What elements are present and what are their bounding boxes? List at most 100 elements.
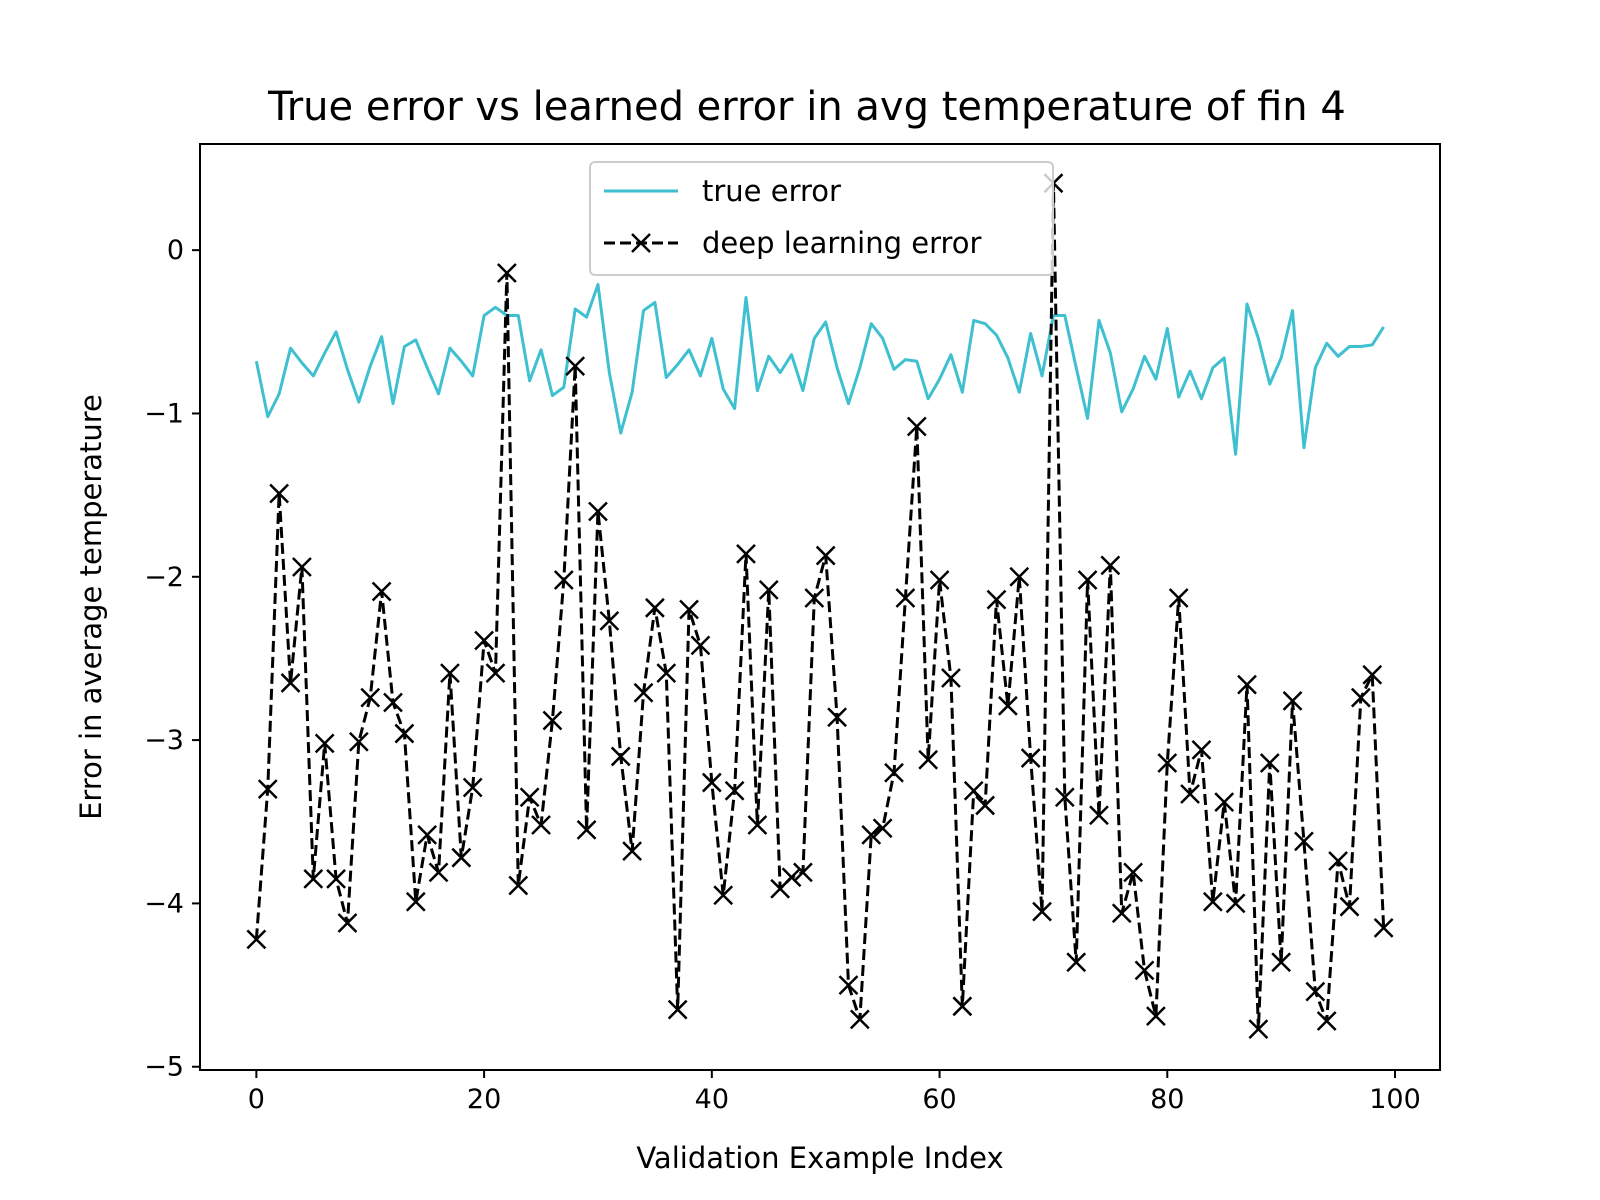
- series-line-true-error: [254, 282, 1385, 456]
- data-point: [1009, 566, 1030, 587]
- data-point: [1305, 981, 1326, 1002]
- data-point: [849, 1009, 870, 1030]
- legend: true error deep learning error: [589, 161, 1054, 276]
- data-point: [599, 610, 620, 631]
- data-point: [1328, 851, 1348, 871]
- data-point: [440, 663, 460, 684]
- data-point: [1134, 960, 1155, 981]
- data-point: [656, 663, 677, 684]
- data-point: [713, 885, 734, 906]
- data-point: [1237, 674, 1257, 695]
- data-point: [1339, 896, 1360, 917]
- data-point: [269, 483, 290, 504]
- data-point: [1157, 753, 1178, 773]
- legend-marker-x: [631, 233, 651, 253]
- data-point: [1316, 1011, 1337, 1031]
- data-point: [1214, 792, 1235, 813]
- data-point: [1111, 903, 1132, 924]
- chart-title: True error vs learned error in avg tempe…: [267, 84, 1346, 130]
- data-point: [690, 635, 711, 656]
- data-point: [1350, 687, 1371, 708]
- data-point: [884, 762, 904, 783]
- data-point: [633, 682, 654, 703]
- x-tick-label: 60: [922, 1084, 956, 1115]
- data-point: [417, 824, 438, 845]
- x-tick-label: 0: [248, 1084, 265, 1115]
- y-tick-label: −2: [144, 562, 184, 593]
- data-point: [246, 929, 267, 950]
- data-point: [872, 818, 893, 839]
- y-tick-label: −3: [144, 725, 184, 756]
- data-point: [1191, 740, 1212, 760]
- data-point: [337, 913, 358, 933]
- data-point: [1362, 664, 1383, 685]
- data-point: [1168, 588, 1189, 608]
- data-point: [952, 996, 973, 1017]
- data-point: [383, 692, 403, 713]
- data-point: [1077, 570, 1098, 590]
- legend-label-true-error: true error: [702, 174, 841, 208]
- data-point: [508, 875, 529, 896]
- data-point: [929, 570, 950, 590]
- plot-area: [200, 144, 1440, 1070]
- x-tick-label: 100: [1369, 1084, 1421, 1115]
- data-point: [1089, 805, 1109, 826]
- y-tick-label: −1: [144, 398, 184, 429]
- data-point: [1066, 952, 1087, 973]
- data-point: [895, 588, 916, 608]
- x-tick-label: 20: [467, 1084, 501, 1115]
- y-tick-label: −5: [144, 1052, 184, 1083]
- y-tick-label: −4: [144, 888, 184, 919]
- data-point: [701, 772, 722, 793]
- data-point: [257, 779, 278, 799]
- data-point: [963, 780, 984, 801]
- data-point: [462, 777, 483, 798]
- x-tick-label: 80: [1150, 1084, 1184, 1115]
- series-layer: [246, 173, 1394, 1040]
- data-point: [553, 570, 574, 590]
- x-axis-label: Validation Example Index: [636, 1141, 1003, 1175]
- data-point: [827, 707, 847, 728]
- data-point: [280, 673, 301, 693]
- data-point: [576, 820, 597, 840]
- x-tick-label: 40: [695, 1084, 729, 1115]
- data-point: [588, 501, 608, 522]
- data-point: [906, 416, 927, 437]
- legend-box: [589, 161, 1054, 276]
- data-point: [428, 862, 449, 883]
- data-point: [1225, 893, 1246, 914]
- data-point: [1271, 952, 1292, 973]
- data-point: [1054, 787, 1075, 808]
- data-point: [815, 545, 836, 566]
- data-point: [941, 668, 961, 688]
- data-point: [531, 815, 551, 835]
- data-point: [519, 787, 540, 808]
- data-point: [405, 891, 426, 912]
- data-point: [793, 862, 813, 883]
- data-point: [314, 733, 335, 754]
- data-point: [1123, 862, 1144, 883]
- data-point: [610, 746, 631, 767]
- data-point: [485, 663, 506, 684]
- plot-frame: [199, 143, 1441, 1071]
- data-point: [747, 815, 768, 835]
- data-point: [474, 630, 494, 651]
- data-point: [326, 869, 346, 889]
- data-point: [997, 695, 1018, 716]
- y-axis: −5 −4 −3 −2 −1 0: [144, 235, 200, 1083]
- data-point: [1180, 784, 1200, 804]
- data-point: [838, 975, 859, 995]
- data-point: [645, 597, 665, 618]
- y-tick-label: 0: [167, 235, 184, 266]
- data-point: [542, 710, 563, 731]
- data-point: [1259, 753, 1280, 773]
- data-point: [622, 841, 643, 862]
- data-point: [804, 588, 825, 608]
- data-point: [1202, 891, 1223, 912]
- data-point: [724, 780, 745, 801]
- data-point: [1032, 901, 1052, 922]
- data-point: [975, 795, 995, 816]
- data-point: [451, 847, 472, 868]
- data-point: [496, 263, 517, 283]
